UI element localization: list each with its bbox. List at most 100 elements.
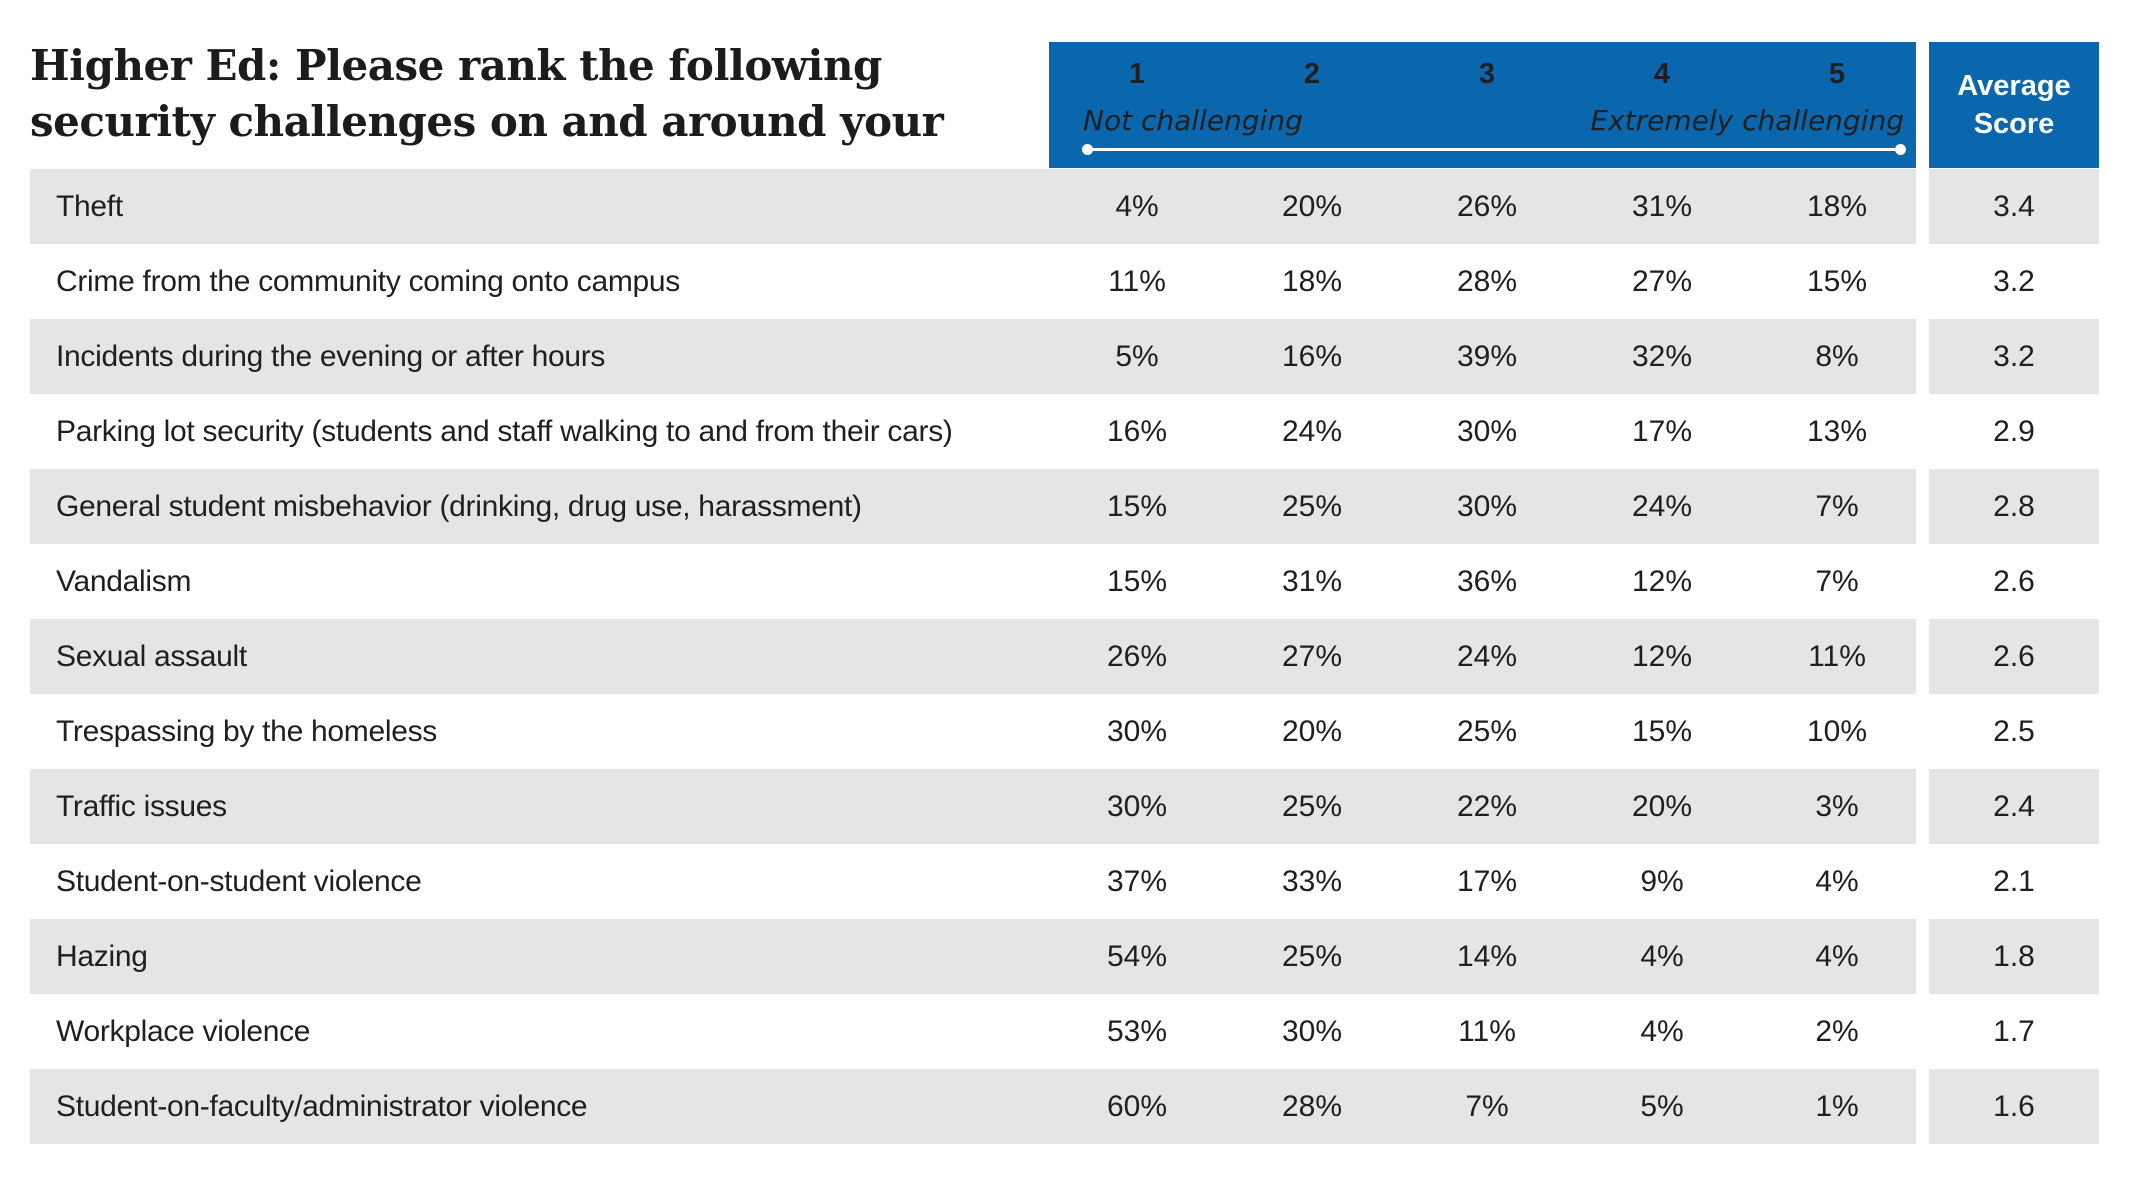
cell-score-1: 60% bbox=[1106, 1090, 1168, 1123]
scale-low-label: Not challenging bbox=[1083, 104, 1303, 137]
cell-score-3: 36% bbox=[1456, 565, 1518, 598]
row-background bbox=[30, 919, 1916, 994]
row-label: Sexual assault bbox=[56, 640, 247, 673]
cell-score-4: 17% bbox=[1631, 415, 1693, 448]
cell-score-5: 3% bbox=[1815, 790, 1859, 823]
cell-score-4: 20% bbox=[1631, 790, 1693, 823]
cell-score-1: 4% bbox=[1115, 190, 1159, 223]
cell-score-3: 22% bbox=[1456, 790, 1518, 823]
cell-score-1: 30% bbox=[1106, 790, 1168, 823]
cell-score-4: 12% bbox=[1631, 565, 1693, 598]
row-average-background bbox=[1929, 619, 2099, 694]
row-average-background bbox=[1929, 319, 2099, 394]
row-average-background bbox=[1929, 469, 2099, 544]
table-row: Student-on-faculty/administrator violenc… bbox=[30, 1069, 2099, 1144]
row-background bbox=[30, 619, 1916, 694]
cell-score-3: 11% bbox=[1458, 1015, 1516, 1048]
cell-score-5: 8% bbox=[1815, 340, 1859, 373]
cell-score-1: 5% bbox=[1115, 340, 1159, 373]
cell-score-4: 9% bbox=[1640, 865, 1684, 898]
cell-average-score: 2.6 bbox=[1993, 640, 2035, 673]
cell-score-1: 37% bbox=[1106, 865, 1168, 898]
cell-score-5: 11% bbox=[1808, 640, 1866, 673]
cell-score-5: 10% bbox=[1806, 715, 1868, 748]
row-background bbox=[30, 169, 1916, 244]
cell-average-score: 2.9 bbox=[1993, 415, 2035, 448]
scale-header bbox=[1049, 42, 1916, 168]
table-row: Incidents during the evening or after ho… bbox=[30, 319, 2099, 394]
cell-score-4: 15% bbox=[1631, 715, 1693, 748]
cell-score-2: 25% bbox=[1281, 940, 1343, 973]
cell-average-score: 2.8 bbox=[1993, 490, 2035, 523]
row-label: Incidents during the evening or after ho… bbox=[56, 340, 606, 373]
cell-score-3: 26% bbox=[1456, 190, 1518, 223]
row-label: Student-on-student violence bbox=[56, 865, 422, 898]
scale-axis-line bbox=[1087, 148, 1901, 151]
cell-score-4: 32% bbox=[1631, 340, 1693, 373]
cell-score-5: 18% bbox=[1806, 190, 1868, 223]
table-row: Sexual assault 26% 27% 24% 12% 11% 2.6 bbox=[30, 619, 2099, 694]
cell-score-2: 25% bbox=[1281, 490, 1343, 523]
cell-score-1: 53% bbox=[1106, 1015, 1168, 1048]
cell-score-3: 30% bbox=[1456, 490, 1518, 523]
row-background bbox=[30, 769, 1916, 844]
table-row: General student misbehavior (drinking, d… bbox=[30, 469, 2099, 544]
row-label: Vandalism bbox=[56, 565, 192, 598]
row-average-background bbox=[1929, 1069, 2099, 1144]
cell-score-2: 16% bbox=[1281, 340, 1343, 373]
cell-score-3: 14% bbox=[1456, 940, 1518, 973]
cell-score-1: 15% bbox=[1106, 490, 1168, 523]
row-label: General student misbehavior (drinking, d… bbox=[56, 490, 862, 523]
cell-score-3: 28% bbox=[1456, 265, 1518, 298]
table-row: Workplace violence 53% 30% 11% 4% 2% 1.7 bbox=[30, 994, 2099, 1069]
table-row: Crime from the community coming onto cam… bbox=[30, 244, 2099, 319]
row-label: Parking lot security (students and staff… bbox=[56, 415, 953, 448]
cell-average-score: 2.1 bbox=[1993, 865, 2035, 898]
cell-score-1: 11% bbox=[1108, 265, 1166, 298]
cell-score-2: 27% bbox=[1281, 640, 1343, 673]
cell-score-5: 7% bbox=[1815, 565, 1859, 598]
cell-score-1: 26% bbox=[1106, 640, 1168, 673]
scale-column-5: 5 bbox=[1828, 58, 1846, 90]
cell-score-5: 1% bbox=[1815, 1090, 1859, 1123]
cell-score-2: 25% bbox=[1281, 790, 1343, 823]
cell-average-score: 3.2 bbox=[1993, 340, 2035, 373]
chart-title: Higher Ed: Please rank the following sec… bbox=[30, 41, 944, 202]
cell-score-2: 33% bbox=[1281, 865, 1343, 898]
cell-average-score: 3.4 bbox=[1993, 190, 2035, 223]
cell-score-3: 30% bbox=[1456, 415, 1518, 448]
cell-score-5: 15% bbox=[1806, 265, 1868, 298]
scale-column-1: 1 bbox=[1128, 58, 1146, 90]
row-background bbox=[30, 319, 1916, 394]
row-label: Student-on-faculty/administrator violenc… bbox=[56, 1090, 588, 1123]
scale-axis-start-dot bbox=[1082, 144, 1093, 155]
average-score-header: Average Score bbox=[1929, 42, 2099, 168]
cell-average-score: 2.4 bbox=[1993, 790, 2035, 823]
row-background bbox=[30, 1069, 1916, 1144]
cell-score-4: 24% bbox=[1631, 490, 1693, 523]
table-row: Trespassing by the homeless 30% 20% 25% 15% 1… bbox=[30, 694, 2099, 769]
cell-score-1: 54% bbox=[1106, 940, 1168, 973]
cell-score-2: 24% bbox=[1281, 415, 1343, 448]
cell-score-1: 15% bbox=[1106, 565, 1168, 598]
cell-score-5: 7% bbox=[1815, 490, 1859, 523]
row-label: Hazing bbox=[56, 940, 148, 973]
cell-score-2: 20% bbox=[1281, 190, 1343, 223]
scale-high-label: Extremely challenging bbox=[1590, 104, 1904, 137]
cell-score-3: 7% bbox=[1465, 1090, 1509, 1123]
scale-column-3: 3 bbox=[1478, 58, 1496, 90]
row-label: Theft bbox=[56, 190, 123, 223]
cell-average-score: 1.7 bbox=[1993, 1015, 2035, 1048]
table-row: Hazing 54% 25% 14% 4% 4% 1.8 bbox=[30, 919, 2099, 994]
cell-score-5: 4% bbox=[1815, 865, 1859, 898]
cell-average-score: 2.6 bbox=[1993, 565, 2035, 598]
cell-score-2: 30% bbox=[1281, 1015, 1343, 1048]
cell-score-2: 18% bbox=[1281, 265, 1343, 298]
cell-score-4: 5% bbox=[1640, 1090, 1684, 1123]
cell-score-2: 28% bbox=[1281, 1090, 1343, 1123]
table-row: Traffic issues 30% 25% 22% 20% 3% 2.4 bbox=[30, 769, 2099, 844]
cell-score-1: 16% bbox=[1106, 415, 1168, 448]
table-row: Vandalism 15% 31% 36% 12% 7% 2.6 bbox=[30, 544, 2099, 619]
cell-score-5: 2% bbox=[1815, 1015, 1859, 1048]
cell-score-4: 4% bbox=[1640, 940, 1684, 973]
